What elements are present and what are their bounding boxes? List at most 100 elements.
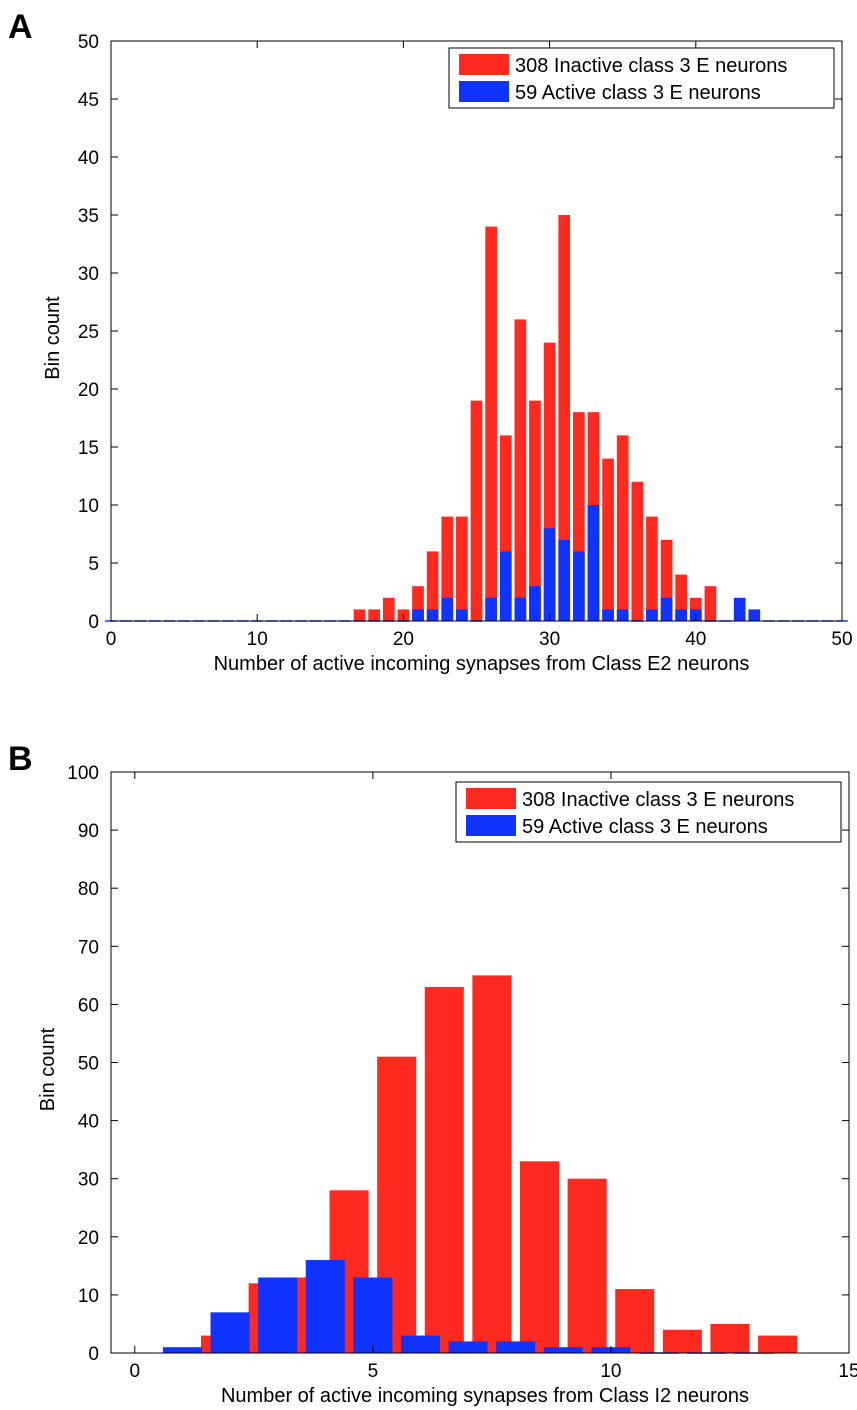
- panel-b-legend-label-1: 59 Active class 3 E neurons: [522, 816, 768, 838]
- panel-b-bar-series1-2: [258, 1277, 298, 1353]
- panel-a-bar-series1-43: [733, 597, 746, 621]
- panel-b-ytick-label-6: 60: [78, 995, 99, 1016]
- panel-b-bar-series0-10: [662, 1329, 702, 1353]
- panel-a-legend-label-1: 59 Active class 3 E neurons: [515, 82, 761, 104]
- panel-b-bar-series0-11: [710, 1323, 750, 1353]
- panel-b-bar-series1-8: [543, 1347, 583, 1353]
- panel-b-legend-swatch-0: [466, 788, 516, 809]
- panel-a-bar-series1-30: [543, 528, 556, 621]
- panel-a-bar-series0-11: [514, 319, 527, 621]
- panel-a-bar-series0-22: [675, 574, 688, 621]
- panel-a-ytick-label-8: 40: [78, 148, 99, 169]
- panel-a-xtick-label-2: 20: [393, 629, 414, 650]
- panel-a-bar-series0-13: [543, 342, 556, 621]
- panel-a-ytick-label-9: 45: [78, 90, 99, 111]
- panel-a-ytick-label-2: 10: [78, 496, 99, 517]
- panel-a-bar-series0-18: [616, 435, 629, 621]
- panel-a-bar-series1-29: [529, 586, 541, 621]
- panel-a-legend-label-0: 308 Inactive class 3 E neurons: [515, 55, 787, 77]
- panel-b-bar-series1-0: [162, 1347, 202, 1353]
- panel-a-bar-series0-2: [382, 597, 395, 621]
- panel-a-bar-series0-17: [602, 458, 614, 621]
- panel-a-bar-series0-24: [704, 586, 717, 621]
- panel-b-bar-series1-1: [210, 1312, 250, 1353]
- panel-a-legend: 308 Inactive class 3 E neurons 59 Active …: [448, 47, 835, 109]
- panel-b-bar-series0-0: [200, 1335, 212, 1353]
- panel-b-xtick-label-2: 10: [600, 1361, 621, 1382]
- panel-b-ytick-label-0: 0: [88, 1344, 99, 1365]
- panel-a-xtick-label-3: 30: [539, 629, 560, 650]
- panel-b-legend-swatch-1: [466, 815, 516, 836]
- panel-a-bar-series0-12: [529, 400, 541, 621]
- panel-b-legend-box: [455, 781, 842, 843]
- panel-a-letter: A: [8, 8, 33, 46]
- panel-b-ytick-label-9: 90: [78, 821, 99, 842]
- panel-b-bar-series1-6: [448, 1341, 488, 1353]
- panel-b-bar-series2-0: [758, 1335, 798, 1353]
- panel-a-bar-series1-26: [485, 597, 497, 621]
- panel-a-bar-series0-19: [631, 481, 644, 621]
- chart-panel-b: 0 10 20 30 40 50 60 70 80 90 100 0 5 10 15 Number of ac…: [37, 763, 857, 1407]
- panel-a-bar-series1-22: [426, 609, 439, 621]
- panel-a-bar-series1-21: [412, 609, 424, 621]
- panel-a-bar-series0-8: [470, 400, 483, 621]
- panel-b-xtick-label-1: 5: [368, 1361, 379, 1382]
- panel-b-xtick-label-0: 0: [130, 1361, 141, 1382]
- panel-a-legend-box: [448, 47, 835, 109]
- panel-a-bar-series0-6: [441, 516, 454, 621]
- panel-b-ytick-label-7: 70: [78, 937, 99, 958]
- panel-b-bar-series0-6: [472, 975, 512, 1353]
- panel-a-ytick-label-3: 15: [78, 438, 99, 459]
- panel-a-ytick-label-10: 50: [78, 32, 99, 53]
- panel-a-bar-series1-39: [675, 609, 688, 621]
- panel-a-y-axis-label: Bin count: [42, 296, 64, 380]
- panel-a-ytick-label-5: 25: [78, 322, 99, 343]
- panel-b-ytick-label-1: 10: [78, 1286, 99, 1307]
- panel-a-bar-series1-34: [602, 609, 614, 621]
- panel-a-bar-series0-20: [646, 516, 658, 621]
- panel-a-bar-series0-21: [660, 539, 673, 621]
- panel-a-bar-series1-38: [660, 597, 673, 621]
- panel-b-bar-series1-7: [496, 1341, 536, 1353]
- panel-a-bar-series1-24: [456, 609, 468, 621]
- panel-a-x-axis-label: Number of active incoming synapses from …: [214, 653, 750, 675]
- panel-a-legend-swatch-0: [459, 54, 509, 75]
- panel-b-bar-series1-5: [400, 1335, 441, 1353]
- panel-b-bar-series0-8: [567, 1178, 607, 1353]
- panel-a-bar-series1-28: [514, 597, 527, 621]
- panel-a-bar-series1-32: [572, 551, 585, 621]
- panel-a-ytick-label-6: 30: [78, 264, 99, 285]
- panel-b-legend: 308 Inactive class 3 E neurons 59 Active …: [455, 781, 842, 843]
- panel-a-bar-series1-35: [616, 609, 629, 621]
- panel-a-xtick-label-1: 10: [247, 629, 268, 650]
- panel-b-bar-series0-7: [519, 1161, 560, 1353]
- panel-b-bar-series0-5: [424, 986, 464, 1353]
- panel-b-y-axis-label: Bin count: [37, 1027, 59, 1111]
- panel-b-ytick-label-5: 50: [78, 1054, 99, 1075]
- panel-a-bar-series1-33: [587, 505, 600, 621]
- panel-a-ytick-label-1: 5: [88, 554, 99, 575]
- panel-a-bar-series0-15: [572, 412, 585, 621]
- panel-b-bar-series1-4: [353, 1277, 393, 1353]
- panel-a-legend-swatch-1: [459, 81, 509, 102]
- panel-a-bar-series0-5: [426, 551, 439, 621]
- panel-b-legend-label-0: 308 Inactive class 3 E neurons: [522, 789, 794, 811]
- panel-a-bar-series1-31: [558, 539, 571, 621]
- panel-b-letter: B: [8, 740, 33, 778]
- panel-a-xtick-label-0: 0: [106, 629, 117, 650]
- panel-a-bar-series1-23: [441, 597, 454, 621]
- panel-b-ytick-label-2: 20: [78, 1228, 99, 1249]
- panel-a-bar-series0-1: [368, 609, 381, 621]
- panel-b-ytick-label-4: 40: [78, 1112, 99, 1133]
- panel-b-bar-series0-9: [615, 1289, 655, 1353]
- panel-a-bar-series0-9: [485, 226, 497, 621]
- chart-panel-a: 0 5 10 15 20 25 30 35 40 45 50 0 10 20 30 40 50 Number of…: [42, 32, 853, 675]
- panel-a-bar-series0-4: [412, 586, 424, 621]
- panel-a-ytick-label-7: 35: [78, 206, 99, 227]
- panel-b-x-axis-label: Number of active incoming synapses from …: [221, 1385, 749, 1407]
- panel-a-bar-series0-0: [353, 609, 366, 621]
- panel-a-bar-series0-10: [499, 435, 512, 621]
- panel-b-xtick-label-3: 15: [838, 1361, 857, 1382]
- panel-b-ytick-label-3: 30: [78, 1170, 99, 1191]
